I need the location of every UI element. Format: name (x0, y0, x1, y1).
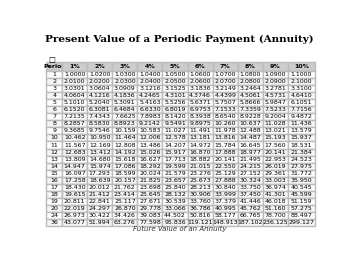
Text: Future Value of an Annuity: Future Value of an Annuity (133, 226, 226, 233)
Text: ☐: ☐ (48, 56, 55, 65)
Text: Present Value of a Periodic Payment (Annuity): Present Value of a Periodic Payment (Ann… (45, 35, 314, 44)
